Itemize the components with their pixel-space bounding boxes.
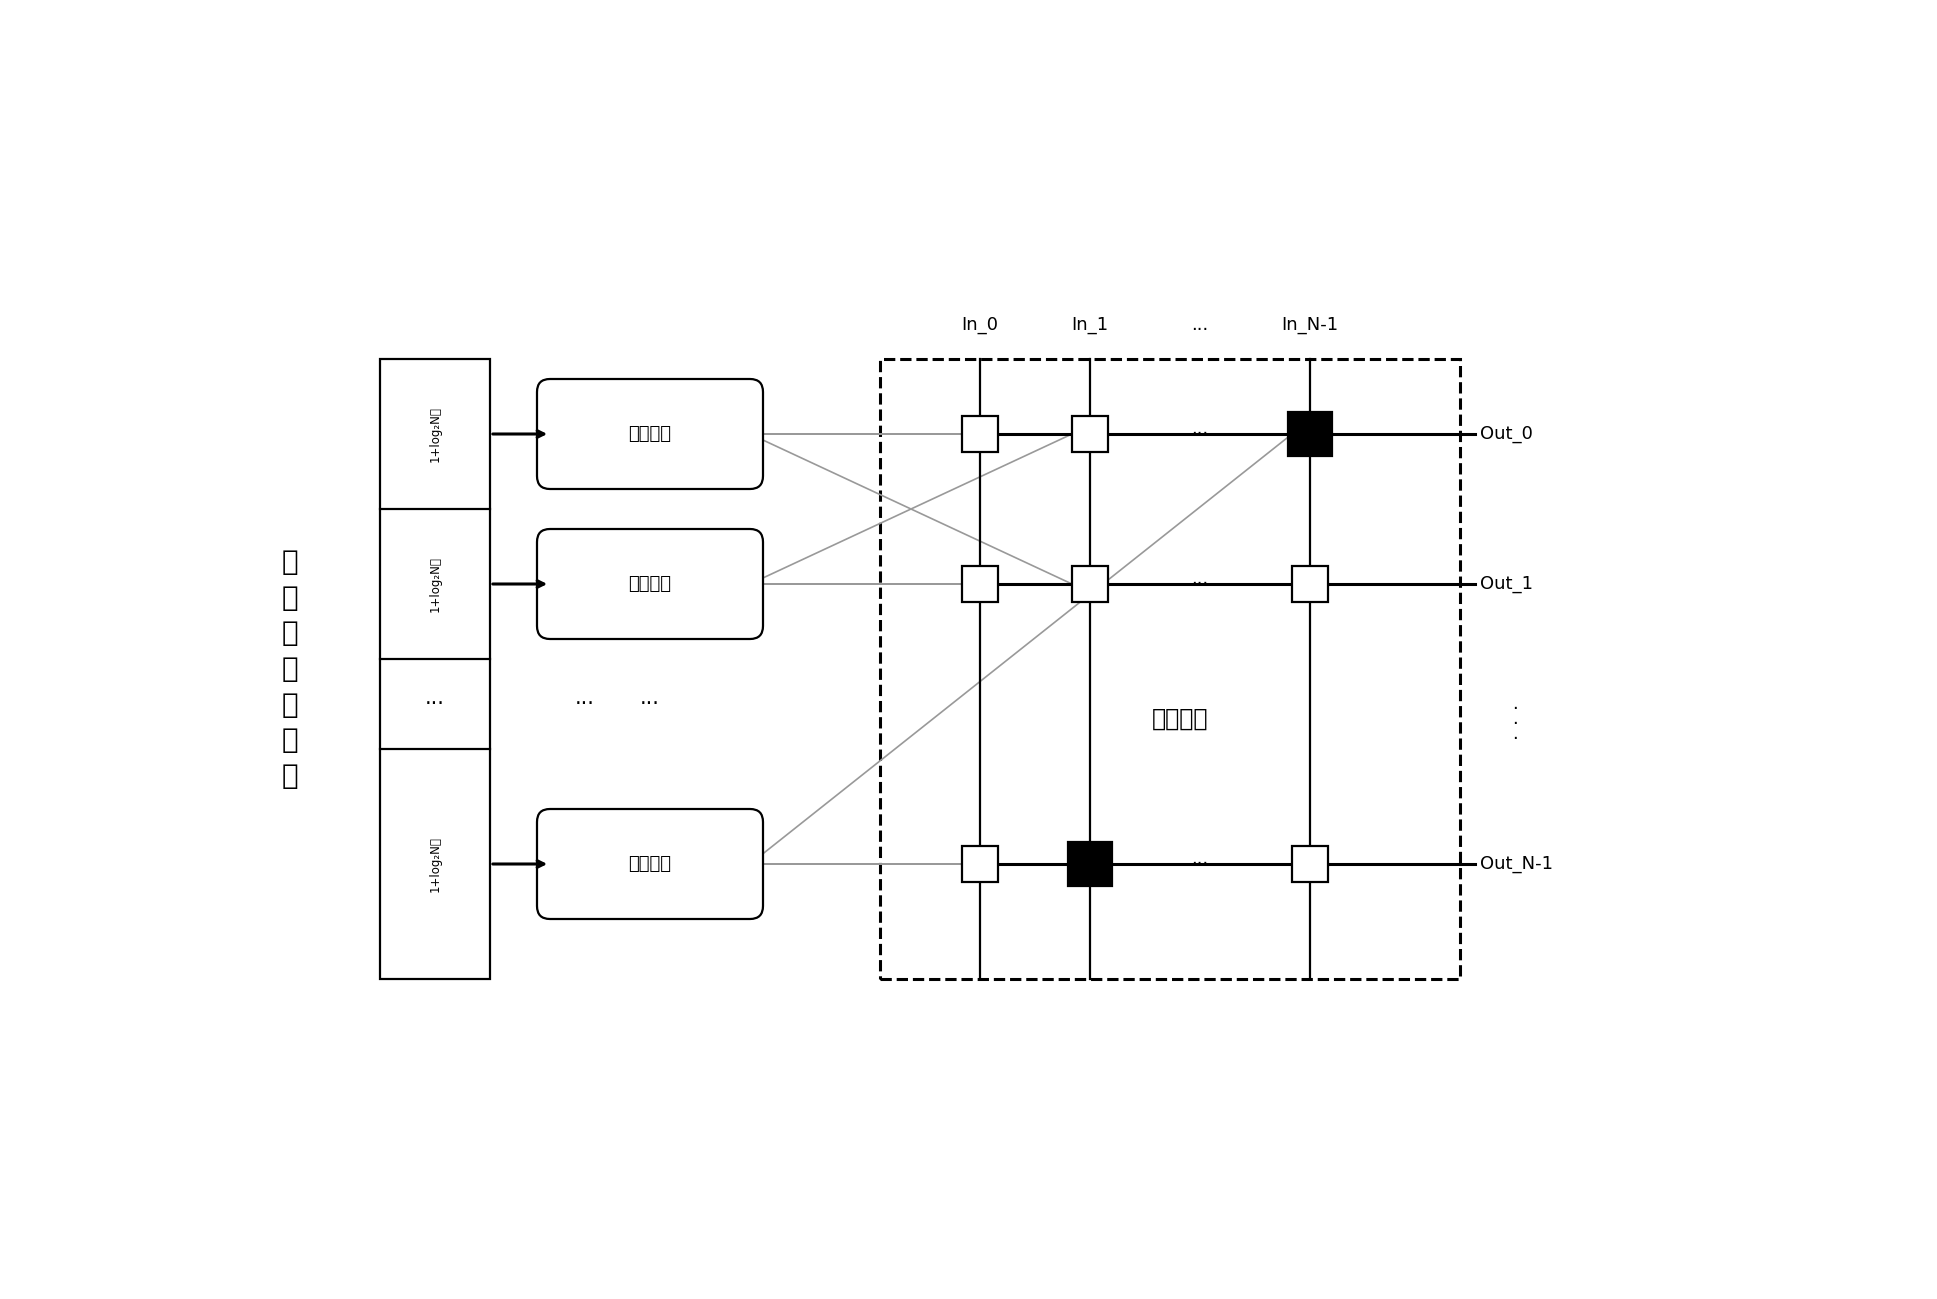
- Text: Out_1: Out_1: [1480, 575, 1532, 594]
- Text: In_1: In_1: [1071, 316, 1108, 334]
- Text: In_0: In_0: [961, 316, 998, 334]
- Bar: [963, 846, 998, 882]
- Text: ···: ···: [424, 694, 446, 714]
- Bar: [1071, 566, 1108, 601]
- Text: ···: ···: [1191, 855, 1209, 873]
- Bar: [1067, 842, 1112, 886]
- Text: ···: ···: [639, 694, 661, 714]
- Text: :: :: [976, 714, 984, 733]
- Text: 译码逻辑: 译码逻辑: [628, 855, 672, 873]
- Text: ·
·
·: · · ·: [1513, 700, 1519, 748]
- Text: Out_0: Out_0: [1480, 425, 1532, 443]
- Text: 译码逻辑: 译码逻辑: [628, 575, 672, 594]
- Text: Out_N-1: Out_N-1: [1480, 855, 1553, 873]
- Text: 1+log₂N位: 1+log₂N位: [428, 407, 442, 462]
- Bar: [879, 359, 1460, 979]
- Bar: [1292, 846, 1329, 882]
- Text: ...: ...: [1191, 316, 1209, 334]
- Text: 1+log₂N位: 1+log₂N位: [428, 556, 442, 612]
- Bar: [1071, 416, 1108, 452]
- FancyBboxPatch shape: [537, 809, 763, 918]
- Bar: [963, 566, 998, 601]
- Bar: [380, 359, 490, 979]
- Bar: [1288, 412, 1333, 456]
- Text: ···: ···: [1191, 575, 1209, 594]
- Text: ···: ···: [575, 694, 595, 714]
- Bar: [1292, 566, 1329, 601]
- FancyBboxPatch shape: [537, 379, 763, 488]
- Text: In_N-1: In_N-1: [1282, 316, 1338, 334]
- Text: 交叉开关: 交叉开关: [1153, 707, 1209, 731]
- Text: 1+log₂N位: 1+log₂N位: [428, 837, 442, 892]
- Text: 混
洗
模
式
寄
存
器: 混 洗 模 式 寄 存 器: [281, 548, 298, 790]
- Bar: [963, 416, 998, 452]
- FancyBboxPatch shape: [537, 529, 763, 639]
- Text: :: :: [1087, 714, 1092, 733]
- Text: :: :: [1307, 714, 1313, 733]
- Text: 译码逻辑: 译码逻辑: [628, 425, 672, 443]
- Text: ···: ···: [1191, 425, 1209, 443]
